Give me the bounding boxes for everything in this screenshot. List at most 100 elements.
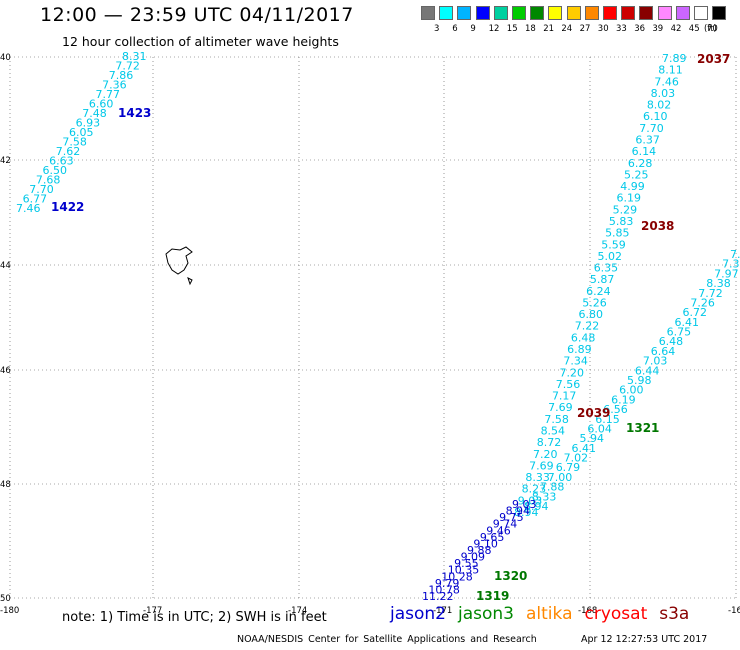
wave-height-value: 6.14 [632,145,657,158]
wave-height-value: 9.74 [493,518,518,531]
satellite-legend-item: cryosat [584,604,648,624]
wave-height-value: 7.56 [556,378,581,391]
pass-time-label: 2039 [577,406,610,420]
x-tick-label: -174 [288,606,307,616]
legend-swatch [675,6,690,20]
wave-height-value: 5.29 [613,203,638,216]
pass-time-label: 1320 [494,569,527,583]
legend-label: 45 [688,24,700,34]
legend-swatch [657,6,672,20]
wave-height-value: 7.46 [16,202,41,215]
wave-height-value: 10.78 [428,583,460,596]
wave-height-value: 6.00 [619,384,644,397]
footer-timestamp: Apr 12 12:27:53 UTC 2017 [581,634,708,645]
wave-height-value: 6.72 [682,306,707,319]
x-tick-label: -16 [728,606,740,616]
wave-height-value: 8.03 [651,87,676,100]
legend-label: 27 [579,24,591,34]
legend-label: 24 [561,24,573,34]
wave-height-value: 7.89 [662,52,687,65]
wave-height-value: 4.99 [620,180,645,193]
island-outline [165,246,193,286]
legend-swatch [566,6,581,20]
wave-height-value: 7.58 [544,413,569,426]
axis-ticks: -180 -177 -174 -171 -168 -16 40 42 44 46 48 50 [0,53,740,616]
wave-height-value: 7.20 [533,448,558,461]
wave-height-value: 5.85 [605,227,630,240]
wave-height-value: 6.60 [89,98,114,111]
satellite-legend-item: jason3 [458,604,514,624]
wave-height-value: 7.48 [82,107,107,120]
wave-height-value: 6.48 [571,331,596,344]
wave-height-value: 7.77 [96,88,121,101]
legend-label: 15 [506,24,518,34]
x-tick-label: -171 [433,606,452,616]
wave-height-value: 9.03 [512,498,537,511]
wave-height-value: 5.83 [609,215,634,228]
y-tick-label: 44 [0,261,11,271]
wave-height-value: 8.54 [541,425,566,438]
wave-height-value: 9.88 [467,544,492,557]
wave-height-value: 6.15 [595,413,620,426]
wave-height-value: 5.94 [579,432,604,445]
wave-height-value: 8.31 [122,50,147,63]
wave-height-value: 6.64 [651,345,676,358]
legend-label: 39 [652,24,664,34]
units-note: note: 1) Time is in UTC; 2) SWH is in fe… [62,610,327,625]
wave-height-value: 5.59 [601,238,626,251]
legend-swatch [584,6,599,20]
wave-height-value: 7.3 [722,258,740,271]
legend-swatch [548,6,563,20]
wave-height-value: 8.94 [514,506,539,519]
pass-time-label: 2038 [641,219,674,233]
wave-height-value: 6.10 [643,110,668,123]
legend-swatch [639,6,654,20]
legend-swatch [603,6,617,20]
wave-height-value: 9.03 [518,494,543,507]
legend-swatch [493,6,508,20]
satellite-legend-item: altika [526,604,573,624]
y-tick-label: 46 [0,366,11,376]
legend-label: 3 [434,24,440,34]
wave-height-value: 6.24 [586,285,611,298]
wave-height-value: 6.05 [69,126,94,139]
wave-height-value: 9.65 [480,531,505,544]
legend-swatch [512,6,526,20]
legend-label: 18 [525,24,536,34]
wave-height-value: 7.26 [690,296,715,309]
wave-height-value: 6.44 [635,364,660,377]
page-subtitle: 12 hour collection of altimeter wave hei… [62,34,339,49]
wave-height-value: 9.55 [454,557,479,570]
wave-height-value: 8.94 [524,500,549,513]
legend-swatch [439,6,454,20]
wave-height-value: 6.77 [23,193,48,206]
wave-height-value: 6.41 [572,442,597,455]
wave-height-value: 8.38 [706,277,731,290]
wave-height-value: 7.22 [575,320,600,333]
wave-height-value: 6.63 [49,155,74,168]
wave-height-value: 5.25 [624,168,649,181]
pass-time-label: 1319 [476,589,509,603]
wave-height-value: 10.28 [441,570,473,583]
wave-height-value: 9.10 [473,537,498,550]
legend-unit: (ft) [704,24,717,34]
wave-height-value: 7.58 [62,136,87,149]
wave-height-value: 6.56 [603,403,628,416]
satellite-legend: jason2 jason3 altika cryosat s3a [390,604,701,624]
wave-height-value: 7.20 [560,366,585,379]
wave-height-value: 7.02 [564,452,589,465]
wave-height-value: 11.22 [422,590,454,603]
wave-height-value: 7.3 [730,248,740,261]
y-tick-label: 42 [0,156,11,166]
legend-label: 6 [452,24,458,34]
wave-height-value: 6.37 [635,133,660,146]
wave-height-value: 9.46 [486,524,511,537]
wave-height-value: 8.72 [537,436,562,449]
y-tick-label: 40 [0,53,11,63]
wave-height-value: 7.17 [552,390,577,403]
wave-height-value: 6.04 [587,422,612,435]
wave-height-value: 8.94 [506,505,530,518]
legend-swatch [475,6,490,20]
y-tick-label: 50 [0,594,11,604]
